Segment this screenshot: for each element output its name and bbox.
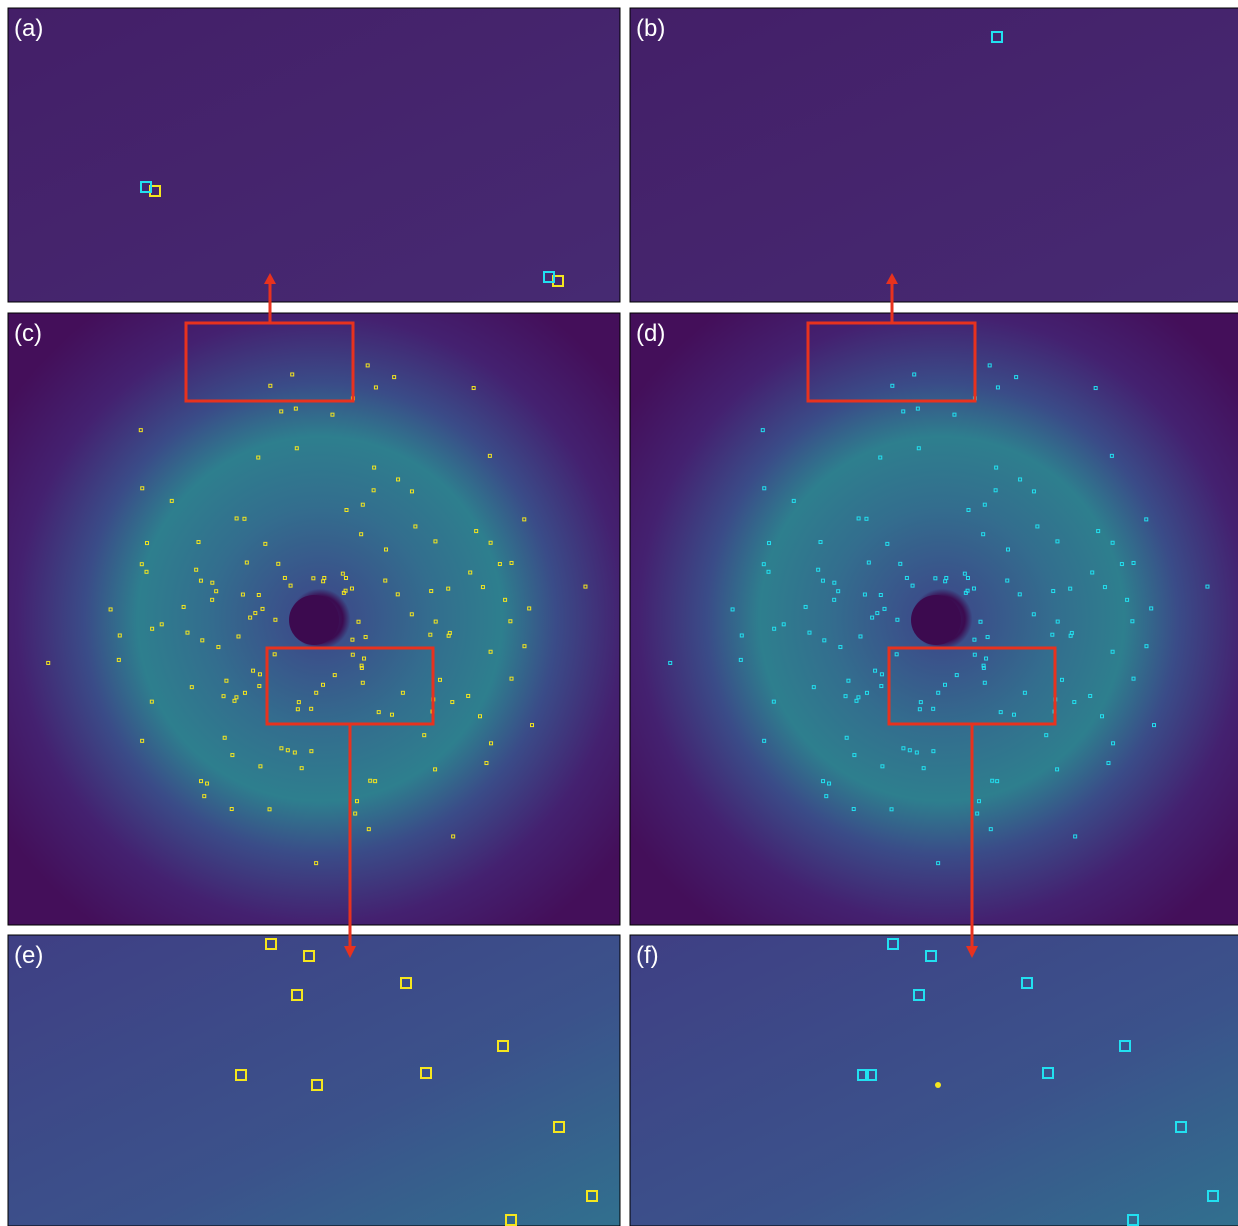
panel-label: (b) [636, 15, 665, 42]
figure: (a) (b) (c) (d) (e) (f) [0, 0, 1238, 1226]
top-image [8, 8, 620, 302]
beam-stop [289, 595, 339, 645]
panel-label: (d) [636, 320, 665, 347]
spot [935, 1082, 941, 1088]
panel-label: (c) [14, 320, 42, 347]
panel-label: (a) [14, 15, 43, 42]
top-image [630, 8, 1238, 302]
panel-label: (e) [14, 942, 43, 969]
panel-label: (f) [636, 942, 659, 969]
beam-stop [911, 595, 961, 645]
zoom-image [630, 935, 1238, 1226]
